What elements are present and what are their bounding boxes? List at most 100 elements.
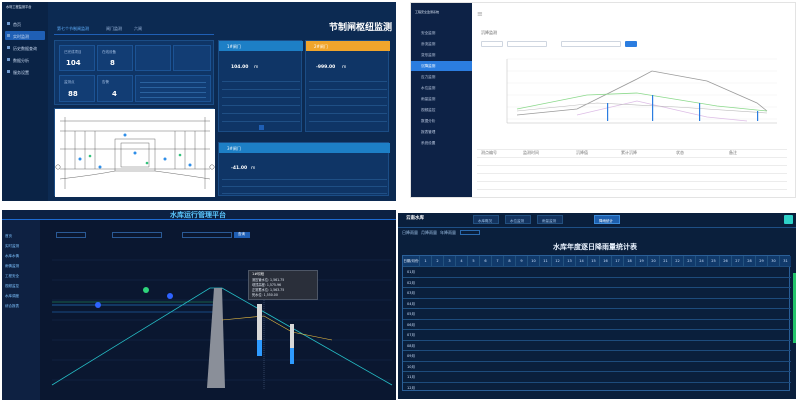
sidebar-item-video[interactable]: 视频监控 <box>421 108 436 112</box>
scrollbar[interactable] <box>793 273 796 343</box>
tab-underline <box>54 34 214 35</box>
gate2-value: -999.00 <box>316 65 336 70</box>
day-header: 21 <box>659 256 671 267</box>
dam-profile-chart <box>51 259 393 390</box>
tab-rain[interactable]: 雨量监测 <box>537 215 563 224</box>
time-range-input[interactable] <box>561 41 621 47</box>
sidebar-item-stress[interactable]: 应力监测 <box>421 75 436 79</box>
month-label: 11月 <box>403 371 419 381</box>
subtab-yearly[interactable]: 年降雨量 <box>440 230 456 235</box>
rainfall-grid: 日期/月份 1 2 3 4 5 6 7 8 9 10 11 12 13 14 15 16 17 18 19 20 21 22… <box>402 255 791 391</box>
station-select[interactable] <box>56 232 86 238</box>
day-header: 26 <box>719 256 731 267</box>
col-header-point: 测点编号 <box>481 150 497 155</box>
sidebar-item-rain[interactable]: 雨情监测 <box>5 264 19 268</box>
month-label: 04月 <box>403 297 419 308</box>
reservoir-operation-panel: 水库运行管理平台 首页 实时监测 水库水情 雨情监测 工程安全 视频监控 水库调… <box>2 210 396 400</box>
day-header: 25 <box>707 256 719 267</box>
sidebar-item-home[interactable]: 首页 <box>5 19 45 28</box>
table-title: 水库年度逐日降雨量统计表 <box>553 243 637 251</box>
gate3-card: 3#闸门 -41.00 m <box>218 142 390 196</box>
table-row <box>419 287 791 289</box>
export-icon[interactable] <box>784 215 793 224</box>
app-title: 工程安全监测系统 <box>415 10 440 14</box>
day-header: 3 <box>443 256 455 267</box>
monitor-icon <box>7 34 10 37</box>
sidebar-item-rainfall[interactable]: 雨量监测 <box>421 97 436 101</box>
gate2-header: 2#闸门 <box>306 41 390 51</box>
tab-rainstat[interactable]: 降雨统计 <box>594 215 620 224</box>
subtab-daily[interactable]: 日降雨量 <box>402 230 418 235</box>
sidebar-item-seepage[interactable]: 渗流监测 <box>421 42 436 46</box>
table-row <box>419 308 791 310</box>
table-row <box>419 381 791 383</box>
sidebar-item-realtime[interactable]: 实时监测 <box>5 31 45 40</box>
page-button[interactable] <box>259 125 264 130</box>
col-header-total: 累计沉降 <box>621 150 637 155</box>
tab-water[interactable]: 水位监测 <box>505 215 531 224</box>
table-row <box>419 266 791 268</box>
table-row <box>419 350 791 352</box>
menu-toggle-icon[interactable]: ≡ <box>477 10 483 18</box>
start-date-input[interactable] <box>112 232 162 238</box>
stat-tile-alarm: 告警 4 <box>97 75 133 102</box>
nav-title: 云南水库 <box>406 216 424 221</box>
day-header: 15 <box>587 256 599 267</box>
sidebar-item-dispatch[interactable]: 水库调度 <box>5 294 19 298</box>
app-title: 水利工程监测平台 <box>6 5 32 9</box>
gate3-unit: m <box>251 166 256 171</box>
sidebar-item-realtime[interactable]: 实时监测 <box>5 244 19 248</box>
year-select[interactable] <box>460 230 480 235</box>
tab-gate-monitor[interactable]: 闸门监测 <box>106 26 122 31</box>
day-header: 29 <box>755 256 767 267</box>
sidebar-item-safety[interactable]: 工程安全 <box>5 274 19 278</box>
sidebar-item-analysis[interactable]: 数据分析 <box>5 55 45 64</box>
search-button[interactable] <box>625 41 637 47</box>
gear-icon <box>7 70 10 73</box>
sidebar-item-analysis[interactable]: 数据分析 <box>421 119 436 123</box>
sidebar-item-deformation[interactable]: 变形监测 <box>421 53 436 57</box>
date-range-input[interactable] <box>507 41 547 47</box>
subtab-monthly[interactable]: 月降雨量 <box>421 230 437 235</box>
sidebar-item-video[interactable]: 视频监控 <box>5 284 19 288</box>
end-date-input[interactable] <box>182 232 232 238</box>
sidebar-item-water[interactable]: 水库水情 <box>5 254 19 258</box>
sidebar-item-system[interactable]: 系统设置 <box>421 141 436 145</box>
sidebar-item-history[interactable]: 历史数据查询 <box>5 43 45 52</box>
day-header: 22 <box>671 256 683 267</box>
gate1-card: 1#闸门 104.00 m <box>218 40 303 132</box>
day-header: 23 <box>683 256 695 267</box>
gate3-header: 3#闸门 <box>219 143 390 153</box>
day-header: 8 <box>503 256 515 267</box>
stat-tile-empty2 <box>173 45 211 71</box>
day-header: 14 <box>575 256 587 267</box>
col-header-date: 日期/月份 <box>403 256 419 267</box>
sluice-drawing <box>54 108 215 197</box>
tab-gate-six[interactable]: 六闸 <box>134 26 142 31</box>
sidebar-item-waterlevel[interactable]: 水位监测 <box>421 86 436 90</box>
col-header-remark: 备注 <box>729 150 737 155</box>
month-label: 02月 <box>403 276 419 287</box>
tab-overview[interactable]: 水库概况 <box>473 215 499 224</box>
sidebar: 水利工程监测平台 首页 实时监测 历史数据查询 数据分析 服务设置 <box>2 2 48 201</box>
stat-tile-empty1 <box>135 45 171 71</box>
day-header: 27 <box>731 256 743 267</box>
sluice-plan-svg <box>55 109 215 197</box>
day-header: 10 <box>527 256 539 267</box>
gate2-unit: m <box>342 65 347 70</box>
sidebar-item-safety[interactable]: 安全监测 <box>421 31 436 35</box>
gate3-value: -41.00 <box>231 166 248 171</box>
month-label: 05月 <box>403 308 419 318</box>
sidebar-item-settlement[interactable]: 沉降监测 <box>411 61 472 71</box>
rainfall-table-panel: 云南水库 水库概况 水位监测 雨量监测 降雨统计 日降雨量 月降雨量 年降雨量 … <box>398 213 796 399</box>
tab-sluice-monitor[interactable]: 第七个节制闸监测 <box>57 26 89 31</box>
sidebar-item-report[interactable]: 综合报表 <box>5 304 19 308</box>
sidebar-item-report[interactable]: 报表管理 <box>421 130 436 134</box>
station-select[interactable] <box>481 41 503 47</box>
month-label: 07月 <box>403 329 419 339</box>
sidebar-item-settings[interactable]: 服务设置 <box>5 67 45 76</box>
day-header: 18 <box>623 256 635 267</box>
query-button[interactable]: 查询 <box>234 232 250 238</box>
sidebar-item-home[interactable]: 首页 <box>5 234 12 238</box>
page-title: 水库运行管理平台 <box>170 211 226 219</box>
